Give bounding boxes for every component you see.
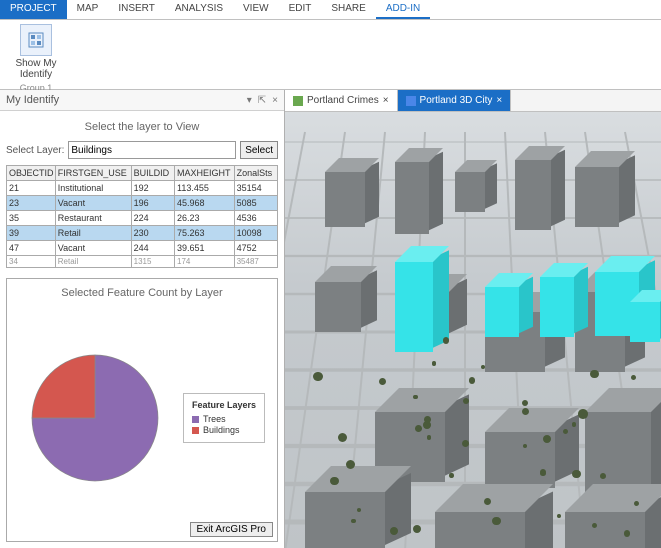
map-viewer: Portland Crimes×Portland 3D City×	[285, 90, 661, 548]
legend-title: Feature Layers	[192, 400, 256, 410]
close-icon[interactable]: ×	[383, 95, 389, 106]
map-icon	[293, 96, 303, 106]
table-row[interactable]: 21Institutional192113.45535154	[7, 181, 278, 196]
table-row[interactable]: 39Retail23075.26310098	[7, 226, 278, 241]
chart-legend: Feature Layers TreesBuildings	[183, 393, 265, 443]
my-identify-pane: My Identify ▾ ⇱ × Select the layer to Vi…	[0, 90, 285, 548]
show-my-identify-button[interactable]	[20, 24, 52, 56]
pane-title: My Identify	[6, 94, 59, 106]
pane-pin-icon[interactable]: ⇱	[258, 95, 266, 106]
table-header[interactable]: FIRSTGEN_USE	[55, 166, 131, 181]
table-header[interactable]: OBJECTID	[7, 166, 56, 181]
exit-arcgis-button[interactable]: Exit ArcGIS Pro	[190, 522, 273, 537]
ribbon-tab-edit[interactable]: EDIT	[279, 0, 322, 19]
table-row[interactable]: 35Restaurant22426.234536	[7, 211, 278, 226]
view-tab[interactable]: Portland Crimes×	[285, 90, 398, 111]
pane-close-icon[interactable]: ×	[272, 95, 278, 106]
select-button[interactable]: Select	[240, 141, 278, 159]
ribbon-tab-project[interactable]: PROJECT	[0, 0, 67, 19]
show-my-identify-label: Show My Identify	[6, 58, 66, 80]
table-row[interactable]: 23Vacant19645.9685085	[7, 196, 278, 211]
ribbon-tabs: PROJECT MAP INSERT ANALYSIS VIEW EDIT SH…	[0, 0, 661, 20]
ribbon-tab-addin[interactable]: ADD-IN	[376, 0, 430, 19]
legend-item: Trees	[192, 414, 256, 424]
scene-view[interactable]	[285, 112, 661, 548]
select-layer-label: Select Layer:	[6, 145, 64, 156]
view-tabs: Portland Crimes×Portland 3D City×	[285, 90, 661, 112]
ribbon-tab-insert[interactable]: INSERT	[108, 0, 165, 19]
attribute-table: OBJECTIDFIRSTGEN_USEBUILDIDMAXHEIGHTZona…	[6, 165, 278, 268]
pane-header: My Identify ▾ ⇱ ×	[0, 90, 284, 111]
table-header[interactable]: BUILDID	[131, 166, 174, 181]
section-title: Select the layer to View	[6, 121, 278, 133]
ribbon-tab-map[interactable]: MAP	[67, 0, 109, 19]
chart-box: Selected Feature Count by Layer Feature …	[6, 278, 278, 542]
table-header[interactable]: ZonalSts	[234, 166, 277, 181]
ribbon-tab-view[interactable]: VIEW	[233, 0, 279, 19]
close-icon[interactable]: ×	[496, 95, 502, 106]
ribbon-body: Show My Identify Group 1	[0, 20, 661, 90]
ribbon-tab-analysis[interactable]: ANALYSIS	[165, 0, 233, 19]
ribbon-tab-share[interactable]: SHARE	[321, 0, 375, 19]
layer-select[interactable]	[68, 141, 236, 159]
table-header[interactable]: MAXHEIGHT	[175, 166, 235, 181]
table-row[interactable]: 47Vacant24439.6514752	[7, 241, 278, 256]
map-icon	[406, 96, 416, 106]
legend-item: Buildings	[192, 425, 256, 435]
view-tab[interactable]: Portland 3D City×	[398, 90, 512, 111]
pane-menu-icon[interactable]: ▾	[247, 95, 252, 106]
pie-chart	[25, 348, 165, 488]
chart-title: Selected Feature Count by Layer	[15, 287, 269, 299]
identify-icon	[26, 30, 46, 50]
ribbon-group-1: Show My Identify Group 1	[6, 24, 66, 93]
